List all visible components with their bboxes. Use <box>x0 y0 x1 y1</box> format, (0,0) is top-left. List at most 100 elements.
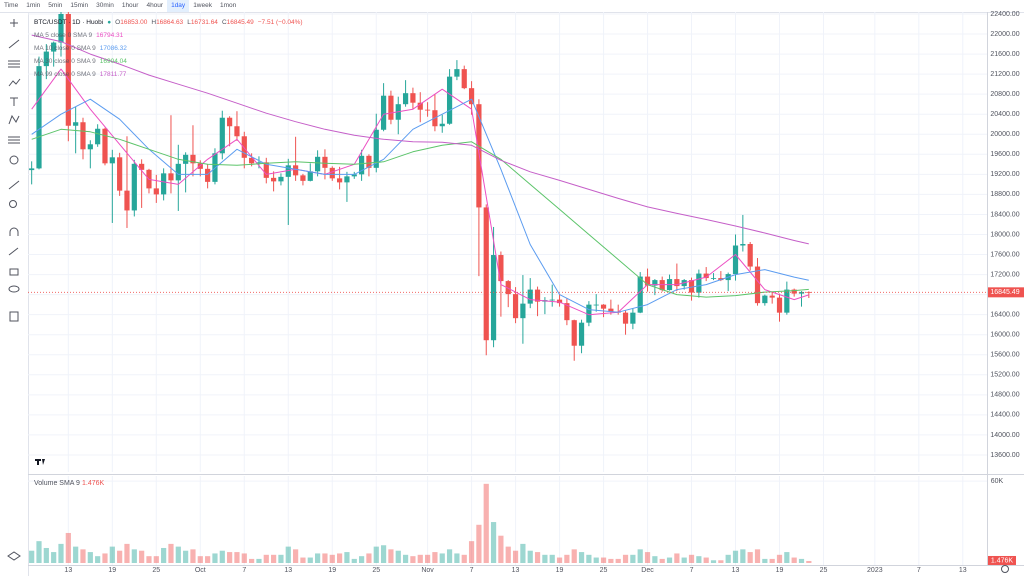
volume-marker-label: 1.476K <box>991 557 1014 564</box>
pattern2-tool[interactable] <box>8 114 20 125</box>
interval-button[interactable]: Time <box>4 2 19 9</box>
volume-bar <box>197 556 203 563</box>
ruler-tool[interactable] <box>8 180 20 190</box>
interval-button[interactable]: 4hour <box>146 2 164 9</box>
interval-button[interactable]: 30min <box>96 2 114 9</box>
legend: BTC/USDT · 1D · Huobi ● O16853.00 H16864.… <box>34 16 303 81</box>
settings-button[interactable] <box>1001 565 1009 573</box>
candle-body <box>278 176 284 182</box>
volume-bar <box>637 549 643 563</box>
ma-name: MA 5 close 0 SMA 9 <box>34 32 93 39</box>
candle-body <box>168 173 174 181</box>
interval-button[interactable]: 1week <box>193 2 212 9</box>
interval-button[interactable]: 1hour <box>121 2 139 9</box>
volume-bar <box>380 545 387 563</box>
fib-tool[interactable] <box>8 60 20 68</box>
ohlc-item: O16853.00 <box>115 16 147 29</box>
volume-bar <box>806 560 812 563</box>
volume-bar <box>424 554 431 563</box>
volume-bar <box>351 558 357 563</box>
pencil-tool[interactable] <box>8 247 19 256</box>
candle-body <box>703 273 709 279</box>
volume-legend-name: Volume SMA 9 <box>34 480 80 487</box>
interval-button[interactable]: 5min <box>48 2 63 9</box>
last-price-box <box>988 287 1024 298</box>
lock-tool[interactable] <box>9 268 19 276</box>
candle-body <box>241 136 247 158</box>
candle-body <box>652 280 658 286</box>
trash-tool[interactable] <box>9 311 19 322</box>
volume-bar <box>102 553 108 563</box>
candle-body <box>608 308 614 312</box>
volume-bar <box>622 554 629 563</box>
ma-value: 17811.77 <box>99 71 127 78</box>
candle-body <box>161 173 167 195</box>
candle-body <box>402 93 409 105</box>
candle-body <box>754 266 761 304</box>
layers-tool[interactable] <box>7 551 21 561</box>
candle-body <box>87 144 93 150</box>
trendline-tool[interactable] <box>8 39 20 49</box>
candle-body <box>630 312 636 324</box>
forecast-tool[interactable] <box>8 136 20 144</box>
volume-bar <box>315 553 321 563</box>
x-tick-label: 7 <box>470 567 474 574</box>
x-tick-label: 7 <box>690 567 694 574</box>
interval-button[interactable]: 15min <box>70 2 89 9</box>
change: −7.51 (−0.04%) <box>257 19 303 26</box>
interval-button[interactable]: 1mon <box>219 2 237 9</box>
text-tool[interactable] <box>10 97 18 106</box>
magnet-tool[interactable] <box>9 227 19 236</box>
volume-bar <box>168 543 174 563</box>
volume-bar <box>402 554 409 563</box>
y-tick-label: 22000.00 <box>990 31 1019 38</box>
volume-bar <box>337 553 343 563</box>
candle-body <box>637 276 643 313</box>
ma-legend-row: MA 5 close 0 SMA 9 16794.31 <box>34 29 303 42</box>
zoom-tool[interactable] <box>9 200 17 208</box>
volume-bar <box>109 546 115 563</box>
candle-body <box>175 163 181 181</box>
volume-bar <box>263 554 269 563</box>
ohlc-label: H <box>151 19 157 26</box>
candle-body <box>58 14 64 43</box>
emoji-tool[interactable] <box>9 155 19 165</box>
volume-bar <box>73 546 79 563</box>
candle-body <box>644 276 651 286</box>
volume-bar <box>417 554 423 563</box>
candle-body <box>769 295 775 298</box>
candle-body <box>73 122 79 126</box>
pattern-tool[interactable] <box>8 78 21 87</box>
status-dot: ● <box>107 19 112 26</box>
candle-body <box>776 297 783 313</box>
ma-line <box>31 98 809 313</box>
candle-body <box>29 168 35 171</box>
candle-body <box>512 294 519 319</box>
y-tick-label: 13600.00 <box>990 452 1019 459</box>
y-tick-label: 18000.00 <box>990 231 1019 238</box>
candle-body <box>293 165 299 176</box>
x-tick-label: 25 <box>820 567 828 574</box>
ohlc-value: 16731.64 <box>190 19 218 26</box>
volume-bar <box>498 535 504 563</box>
candle-body <box>424 109 431 111</box>
crosshair-tool[interactable] <box>10 19 18 27</box>
candle-body <box>740 244 746 246</box>
volume-bar <box>432 552 438 563</box>
eye-tool[interactable] <box>8 285 20 293</box>
interval-button[interactable]: 1min <box>26 2 41 9</box>
x-tick-label: 7 <box>917 567 921 574</box>
candle-body <box>564 303 570 321</box>
volume-bar <box>571 549 577 563</box>
candle-body <box>791 289 797 294</box>
candle-body <box>183 154 189 164</box>
volume-bar <box>505 546 511 563</box>
candle-body <box>263 162 269 178</box>
volume-bar <box>212 553 218 563</box>
y-tick-label: 15600.00 <box>990 352 1019 359</box>
volume-bar <box>652 556 658 563</box>
ma-name: MA 99 close 0 SMA 9 <box>34 71 96 78</box>
interval-button[interactable]: 1day <box>167 0 190 12</box>
ohlc-label: O <box>115 19 121 26</box>
y-tick-label: 14000.00 <box>990 432 1019 439</box>
